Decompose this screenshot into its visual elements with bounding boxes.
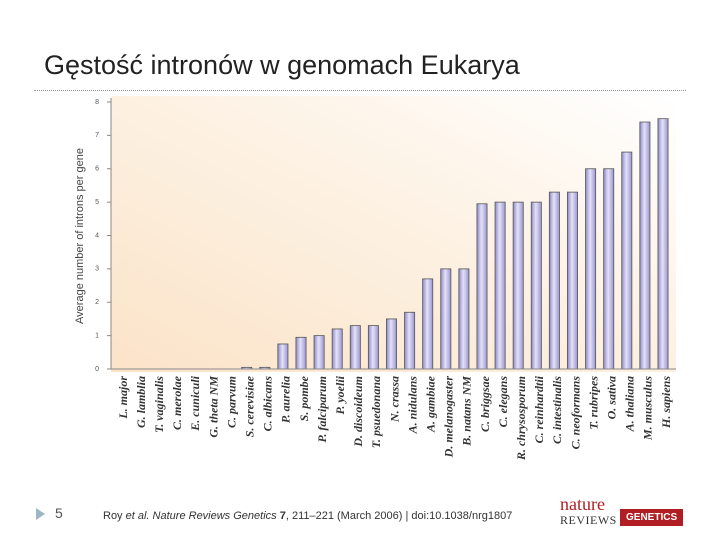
x-tick-label: S. pombe [297, 375, 311, 421]
logo-badge: GENETICS [620, 509, 684, 526]
bar [567, 191, 578, 370]
x-tick-label: G. theta NM [206, 376, 220, 438]
x-tick-label: D. discoideum [351, 376, 365, 448]
bar [295, 336, 307, 370]
logo: nature REVIEWS GENETICS [556, 494, 706, 528]
y-tick-label: 6 [95, 166, 99, 173]
y-tick-label: 4 [95, 232, 99, 239]
bar [512, 201, 524, 370]
x-tick-label: P. falciparum [315, 376, 329, 442]
bar [458, 268, 470, 370]
x-tick-label: R. chrysosporum [514, 376, 528, 461]
logo-top: nature [560, 494, 605, 514]
bar [313, 335, 325, 370]
bar [639, 121, 651, 370]
x-tick-label: C. parvum [224, 376, 238, 428]
bar [494, 201, 506, 370]
x-tick-label: A. thaliana [623, 376, 637, 432]
x-tick-label: L. major [116, 376, 130, 420]
x-tick-label: O. sativa [604, 376, 618, 419]
citation: Roy et al. Nature Reviews Genetics 7, 21… [103, 510, 512, 522]
citation-rest: , 211–221 (March 2006) | doi:10.1038/nrg… [285, 510, 513, 522]
x-tick-label: C. elegans [496, 376, 510, 428]
x-tick-label: C. briggsae [478, 375, 492, 432]
volume: 7 [279, 510, 286, 522]
bar [404, 311, 416, 370]
bar [603, 168, 615, 370]
x-tick-label: P. yoelii [333, 375, 347, 414]
y-tick-label: 8 [95, 99, 99, 106]
bar [440, 268, 452, 370]
bar [349, 325, 361, 370]
etal: et al. [125, 510, 150, 522]
x-tick-label: E. cuniculi [188, 375, 202, 431]
x-tick-label: C. intestinalis [550, 376, 564, 444]
y-tick-label: 5 [95, 199, 99, 206]
x-tick-label: C. neoformans [568, 376, 582, 450]
x-tick-label: C. albicans [261, 376, 275, 432]
y-axis-label: Average number of introns per gene [74, 148, 86, 324]
x-tick-label: A. nidulans [405, 376, 419, 435]
journal: Nature Reviews Genetics [152, 510, 277, 522]
x-tick-label: A. gambiae [423, 375, 437, 433]
bar [548, 191, 560, 370]
x-tick-label: M. musculus [641, 376, 655, 441]
x-tick-label: T. psuedonana [369, 376, 383, 448]
x-tick-label: P. aurelia [279, 376, 293, 423]
page-number: 5 [55, 505, 63, 521]
bar [386, 318, 397, 370]
bar [476, 203, 488, 370]
bar [277, 343, 289, 370]
bar [621, 151, 633, 370]
x-tick-label: S. cerevisiae [242, 375, 256, 437]
bar [367, 325, 379, 370]
x-tick-label: T. rubripes [586, 376, 600, 430]
bar [331, 328, 343, 370]
y-tick-label: 2 [95, 299, 99, 306]
bar [657, 118, 669, 370]
x-tick-label: N. crassa [387, 376, 401, 423]
x-tick-label: D. melanogaster [442, 376, 456, 459]
y-tick-label: 0 [95, 366, 99, 373]
x-tick-label: C. merolae [170, 375, 184, 430]
title-rule [34, 90, 686, 91]
x-tick-label: T. vaginalis [152, 376, 166, 433]
x-tick-label: G. lamblia [134, 376, 148, 428]
slide-title: Gęstość intronów w genomach Eukarya [44, 50, 520, 80]
x-tick-label: H. sapiens [659, 376, 673, 429]
bullet [36, 508, 45, 520]
y-tick-label: 7 [95, 132, 99, 139]
logo-middle: REVIEWS [560, 513, 617, 527]
y-tick-label: 3 [95, 266, 99, 273]
x-tick-label: C. reinhardtii [532, 375, 546, 443]
bar [530, 201, 542, 370]
bar [422, 278, 434, 370]
author: Roy [103, 510, 123, 522]
x-tick-label: B. natans NM [460, 376, 474, 447]
y-tick-label: 1 [95, 332, 99, 339]
bar [585, 168, 597, 370]
